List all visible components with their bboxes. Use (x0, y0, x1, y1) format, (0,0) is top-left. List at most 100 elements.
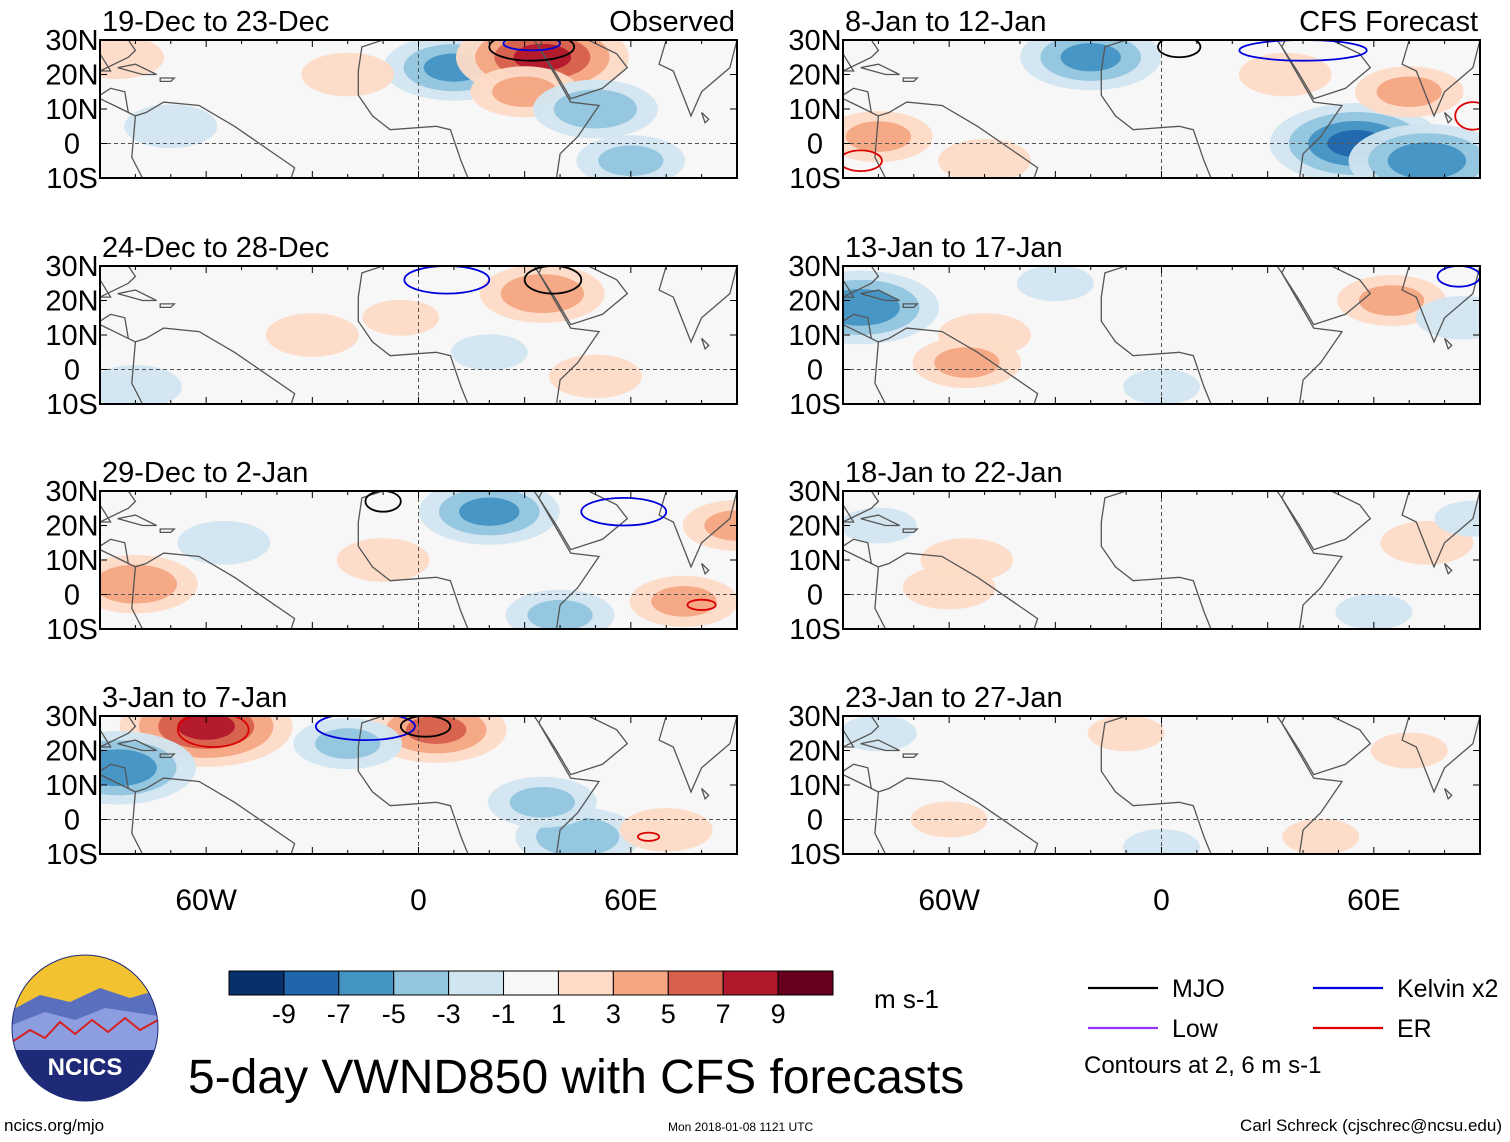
coastline (1443, 563, 1453, 575)
site-link[interactable]: ncics.org/mjo (4, 1116, 105, 1135)
coastline (860, 514, 900, 527)
map-panel-7: 23-Jan to 27-Jan (842, 682, 1481, 855)
coastline (538, 716, 629, 776)
anomaly-blob (301, 52, 395, 97)
coastline (131, 101, 296, 178)
coastline (357, 40, 601, 178)
panel-date-label: 24-Dec to 28-Dec (102, 232, 329, 264)
y-tick-label: 0 (64, 355, 80, 387)
colorbar-label: 9 (771, 999, 786, 1029)
coastline (582, 403, 593, 404)
y-tick-label: 20N (788, 511, 841, 543)
y-tick-label: 0 (64, 580, 80, 612)
legend-label: Low (1172, 1015, 1219, 1043)
coastline (1325, 403, 1336, 404)
colorbar-units: m s-1 (874, 984, 939, 1014)
coastline (1401, 716, 1480, 794)
anomaly-blob (1387, 142, 1467, 178)
anomaly-blob (100, 749, 157, 787)
anomaly-blob (1060, 43, 1121, 72)
anomaly-blob (265, 313, 359, 357)
coastlines (843, 40, 1480, 178)
coastline (1401, 491, 1480, 569)
anomaly-blob (124, 104, 218, 148)
coastline (1100, 716, 1344, 854)
colorbar-swatch (448, 970, 505, 996)
anomaly-blob (651, 586, 717, 617)
anomaly-blob (1376, 76, 1442, 108)
colorbar-label: 1 (551, 999, 566, 1029)
coastline (1100, 40, 1344, 178)
coastline (658, 40, 737, 118)
y-tick-label: 10N (45, 320, 98, 352)
coastline (100, 763, 136, 793)
coastline (117, 739, 157, 752)
y-tick-label: 10S (789, 389, 841, 421)
vwnd-field (100, 40, 686, 178)
panel-date-label: 3-Jan to 7-Jan (102, 682, 287, 714)
anomaly-blob (1434, 500, 1480, 537)
coastline (1325, 177, 1336, 178)
anomaly-blob (1370, 732, 1448, 769)
y-tick-label: 30N (45, 701, 98, 733)
coastline (117, 63, 157, 76)
coastline (1281, 716, 1372, 776)
colorbar-swatch (777, 970, 834, 996)
y-tick-label: 10N (788, 94, 841, 126)
y-tick-label: 30N (788, 476, 841, 508)
coastline (700, 112, 710, 124)
panels: 19-Dec to 23-Dec Observed 24-Dec to 28-Dec… (99, 6, 1481, 855)
coastline (874, 552, 1039, 629)
coastlines (100, 266, 737, 404)
anomaly-blob (1415, 296, 1480, 340)
coastline (538, 266, 629, 326)
y-tick-label: 20N (45, 60, 98, 92)
contour-legend: MJO Kelvin x2 Low ER (1088, 975, 1498, 1043)
anomaly-blob (1358, 285, 1425, 316)
map-panel-3: 3-Jan to 7-Jan (99, 682, 738, 855)
x-tick-label: 0 (1153, 884, 1170, 917)
coastline (159, 77, 176, 83)
logo-text: NCICS (48, 1054, 123, 1081)
coastline (159, 303, 176, 309)
coastline (1281, 266, 1372, 326)
anomaly-blob (100, 564, 177, 604)
coastline (100, 266, 137, 298)
coastline (874, 327, 1039, 404)
coastline (100, 716, 137, 748)
anomaly-blob (843, 716, 917, 752)
y-tick-label: 20N (45, 286, 98, 318)
coastline (1325, 853, 1336, 854)
y-tick-label: 30N (788, 25, 841, 57)
anomaly-blob (100, 40, 165, 79)
wave-contours (364, 491, 717, 611)
er-contour (843, 149, 883, 172)
author-credit: Carl Schreck (cjschrec@ncsu.edu) (1240, 1116, 1502, 1135)
wave-contours (176, 716, 661, 842)
colorbar-swatch (722, 970, 779, 996)
vwnd-field (843, 40, 1480, 178)
mjo-contour (523, 266, 583, 295)
y-tick-label: 20N (788, 286, 841, 318)
anomaly-blob (500, 274, 584, 314)
colorbar: -9 -7 -5 -3 -1 1 3 5 7 9 (228, 970, 834, 1029)
coastline (1401, 40, 1480, 118)
colorbar-label: -7 (327, 999, 351, 1029)
colorbar-label: 5 (661, 999, 676, 1029)
colorbar-label: -5 (382, 999, 406, 1029)
coastline (100, 87, 136, 117)
coastline (582, 628, 593, 629)
y-tick-label: 10S (789, 163, 841, 195)
panel-date-label: 8-Jan to 12-Jan (845, 6, 1047, 38)
map-panel-4: 8-Jan to 12-Jan CFS Forecast (842, 6, 1481, 179)
colorbar-label: -9 (272, 999, 296, 1029)
anomaly-blob (1087, 716, 1165, 752)
y-tick-label: 0 (807, 129, 823, 161)
map-panel-6: 18-Jan to 22-Jan (842, 457, 1481, 630)
y-tick-label: 10S (46, 839, 98, 871)
vwnd-field (100, 266, 642, 404)
anomaly-blob (1282, 818, 1360, 854)
coastlines (843, 716, 1480, 854)
coastline (902, 528, 919, 534)
